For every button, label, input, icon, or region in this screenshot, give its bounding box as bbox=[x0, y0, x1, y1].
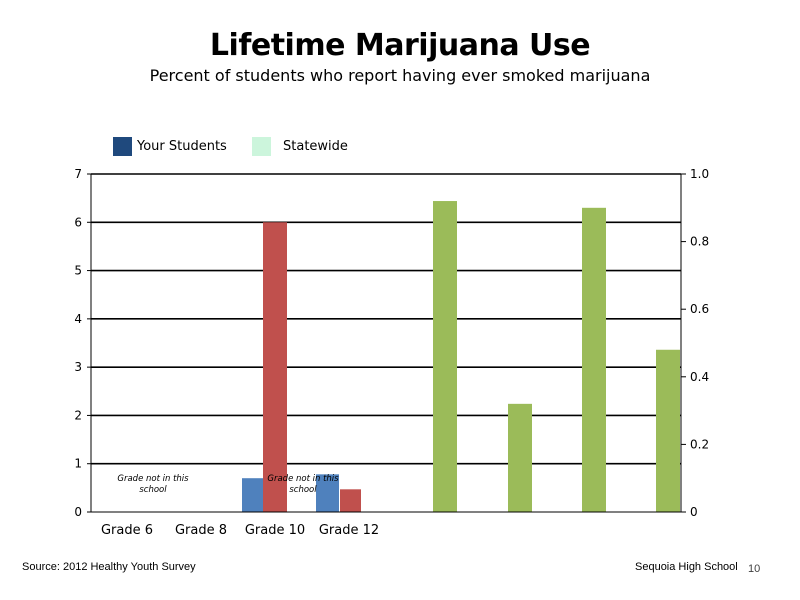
left-tick-label: 2 bbox=[74, 408, 82, 422]
bar-left-axis bbox=[263, 222, 287, 513]
legend-item-your-students: Your Students bbox=[113, 136, 227, 156]
bar-right-axis bbox=[508, 403, 532, 512]
legend-label-statewide: Statewide bbox=[283, 138, 348, 154]
left-tick-label: 4 bbox=[74, 312, 82, 326]
category-label: Grade 10 bbox=[245, 523, 305, 538]
page-number: 10 bbox=[748, 563, 761, 575]
chart-title: Lifetime Marijuana Use bbox=[209, 28, 591, 63]
left-tick-label: 3 bbox=[74, 360, 82, 374]
bar-right-axis bbox=[433, 201, 457, 513]
legend-swatch-statewide bbox=[252, 136, 271, 156]
bar-right-axis bbox=[582, 207, 606, 513]
right-tick-label: 0.2 bbox=[690, 437, 709, 451]
right-tick-label: 0.8 bbox=[690, 235, 709, 249]
bar-left-axis bbox=[340, 489, 361, 512]
left-tick-label: 1 bbox=[74, 457, 82, 471]
left-tick-label: 7 bbox=[74, 167, 82, 181]
bar-left-axis bbox=[242, 478, 264, 512]
legend-label-your-students: Your Students bbox=[137, 138, 227, 154]
source-note: Source: 2012 Healthy Youth Survey bbox=[22, 561, 196, 573]
category-label: Grade 12 bbox=[319, 523, 379, 538]
category-label: Grade 8 bbox=[175, 523, 227, 538]
bar-right-axis bbox=[656, 349, 680, 512]
legend-swatch-your-students bbox=[113, 136, 132, 156]
left-tick-label: 0 bbox=[74, 505, 82, 519]
category-label: Grade 6 bbox=[101, 523, 153, 538]
right-tick-label: 1.0 bbox=[690, 167, 709, 181]
legend-item-statewide: Statewide bbox=[252, 136, 348, 156]
school-name: Sequoia High School bbox=[635, 561, 738, 573]
bar-left-axis bbox=[316, 474, 339, 512]
chart-subtitle: Percent of students who report having ev… bbox=[149, 66, 651, 85]
annotation-grade-6: Grade not in this school bbox=[117, 474, 189, 495]
left-tick-label: 6 bbox=[74, 215, 82, 229]
left-tick-label: 5 bbox=[74, 264, 82, 278]
annotation-grade-10: Grade not in this school bbox=[267, 474, 339, 495]
right-tick-label: 0.6 bbox=[690, 302, 709, 316]
right-tick-label: 0 bbox=[690, 505, 698, 519]
right-tick-label: 0.4 bbox=[690, 370, 709, 384]
